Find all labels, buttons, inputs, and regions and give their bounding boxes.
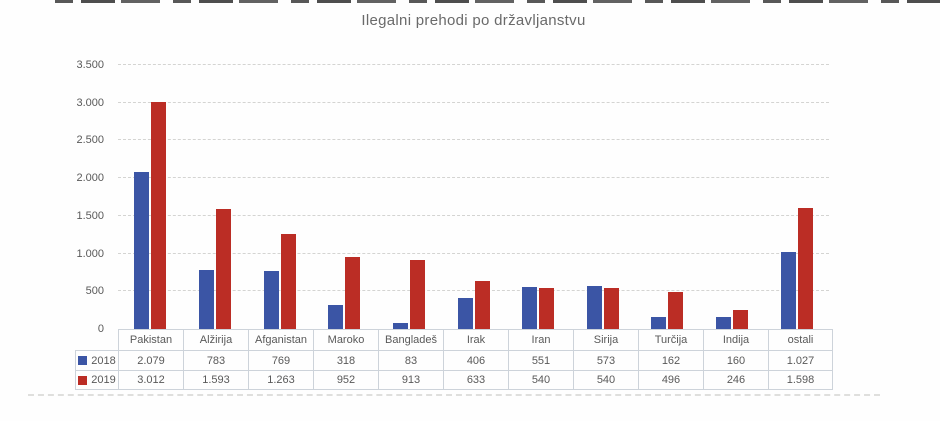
bar-2019-iran: [539, 288, 555, 329]
bar-2019-pakistan: [151, 102, 167, 329]
bar-2018-iran: [522, 287, 538, 329]
value-cell-2018-irak: 406: [443, 350, 508, 370]
value-cell-2018-iran: 551: [508, 350, 573, 370]
value-cell-2019-turčija: 496: [638, 370, 703, 390]
bar-group-afganistan: [247, 65, 312, 329]
category-header-maroko: Maroko: [313, 329, 378, 350]
value-cell-2018-maroko: 318: [313, 350, 378, 370]
gridline-2000: [118, 177, 829, 179]
bar-2019-ostali: [797, 208, 813, 329]
bar-2019-bangladeš: [409, 260, 425, 329]
y-axis-label-1500: 1.500: [76, 209, 104, 222]
y-axis-label-2000: 2.000: [76, 172, 104, 185]
bar-2018-afganistan: [263, 271, 279, 329]
bar-2019-maroko: [345, 257, 361, 329]
bar-2018-alžirija: [198, 270, 214, 329]
bar-group-turčija: [635, 65, 700, 329]
bar-2018-maroko: [328, 305, 344, 329]
legend-swatch-2019: [78, 375, 88, 385]
scan-artifact-top-line: [55, 0, 940, 3]
y-axis-label-2500: 2.500: [76, 134, 104, 147]
bar-2019-turčija: [668, 292, 684, 329]
gridline-2500: [118, 139, 829, 141]
gridline-1000: [118, 252, 829, 254]
bar-2019-sirija: [603, 288, 619, 329]
category-header-irak: Irak: [443, 329, 508, 350]
category-header-ostali: ostali: [768, 329, 833, 350]
bars-container: [118, 65, 829, 329]
category-header-afganistan: Afganistan: [248, 329, 313, 350]
table-corner-cell: [75, 329, 118, 350]
value-cell-2018-ostali: 1.027: [768, 350, 833, 370]
value-cell-2018-sirija: 573: [573, 350, 638, 370]
bar-group-sirija: [570, 65, 635, 329]
gridline-3500: [118, 64, 829, 65]
bar-2018-sirija: [586, 286, 602, 329]
bar-group-pakistan: [118, 65, 183, 329]
bar-2018-ostali: [780, 252, 796, 329]
bar-2019-alžirija: [215, 209, 231, 329]
bar-group-indija: [700, 65, 765, 329]
bar-2018-bangladeš: [392, 323, 408, 329]
value-cell-2018-pakistan: 2.079: [118, 350, 183, 370]
legend-label-2019: 2019: [91, 374, 116, 386]
bar-2019-afganistan: [280, 234, 296, 329]
bar-group-alžirija: [183, 65, 248, 329]
y-axis-label-500: 500: [85, 285, 104, 298]
bar-group-bangladeš: [377, 65, 442, 329]
bar-group-irak: [441, 65, 506, 329]
category-header-sirija: Sirija: [573, 329, 638, 350]
value-cell-2019-indija: 246: [703, 370, 768, 390]
value-cell-2018-turčija: 162: [638, 350, 703, 370]
bar-2018-pakistan: [134, 172, 150, 329]
gridline-500: [118, 290, 829, 292]
gridline-1500: [118, 214, 829, 216]
value-cell-2019-maroko: 952: [313, 370, 378, 390]
bar-2019-irak: [474, 281, 490, 329]
legend-swatch-2018: [78, 356, 88, 365]
category-header-pakistan: Pakistan: [118, 329, 183, 350]
category-header-alžirija: Alžirija: [183, 329, 248, 350]
gridline-3000: [118, 101, 829, 103]
value-cell-2019-bangladeš: 913: [378, 370, 443, 390]
category-header-iran: Iran: [508, 329, 573, 350]
y-axis-label-3000: 3.000: [76, 96, 104, 109]
chart-title: Ilegalni prehodi po državljanstvu: [361, 12, 586, 29]
y-axis: 0 500 1.000 1.500 2.000 2.500 3.000 3.500: [38, 0, 104, 340]
value-cell-2019-sirija: 540: [573, 370, 638, 390]
value-cell-2019-ostali: 1.598: [768, 370, 833, 390]
bar-group-maroko: [312, 65, 377, 329]
category-header-turčija: Turčija: [638, 329, 703, 350]
bar-2019-indija: [733, 310, 749, 329]
value-cell-2018-alžirija: 783: [183, 350, 248, 370]
scan-artifact-bottom-line: [28, 394, 880, 396]
value-cell-2019-alžirija: 1.593: [183, 370, 248, 390]
legend-label-2018: 2018: [91, 354, 116, 367]
bar-group-iran: [506, 65, 571, 329]
bar-group-ostali: [764, 65, 829, 329]
y-axis-label-3500: 3.500: [76, 59, 104, 71]
legend-cell-2019: 2019: [75, 370, 118, 390]
y-axis-label-0: 0: [97, 323, 104, 335]
bar-2018-indija: [716, 317, 732, 329]
category-header-indija: Indija: [703, 329, 768, 350]
plot-area: [118, 64, 829, 329]
bar-2018-turčija: [651, 317, 667, 329]
value-cell-2019-irak: 633: [443, 370, 508, 390]
bar-2018-irak: [457, 298, 473, 329]
value-cell-2018-afganistan: 769: [248, 350, 313, 370]
legend-cell-2018: 2018: [75, 350, 118, 370]
value-cell-2018-indija: 160: [703, 350, 768, 370]
value-cell-2019-pakistan: 3.012: [118, 370, 183, 390]
value-cell-2019-afganistan: 1.263: [248, 370, 313, 390]
value-cell-2018-bangladeš: 83: [378, 350, 443, 370]
value-cell-2019-iran: 540: [508, 370, 573, 390]
y-axis-label-1000: 1.000: [76, 247, 104, 260]
category-header-bangladeš: Bangladeš: [378, 329, 443, 350]
data-table: Pakistan Alžirija Afganistan Maroko Banglade…: [75, 329, 833, 390]
